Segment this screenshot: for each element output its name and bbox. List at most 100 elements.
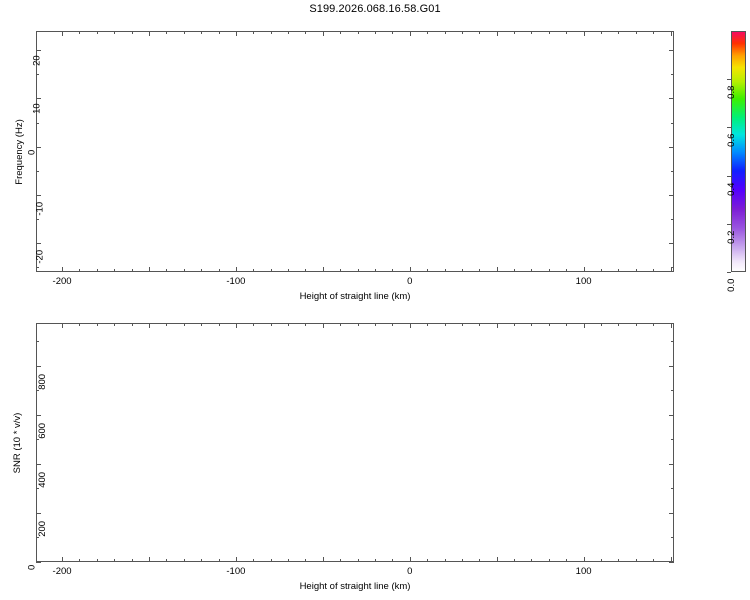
y-tick-label: 0 (26, 564, 38, 570)
x-tick (132, 559, 133, 562)
x-tick (566, 31, 567, 34)
x-tick-label: 100 (575, 566, 592, 577)
x-tick (149, 557, 150, 562)
y-tick (36, 562, 41, 563)
colorbar-frame (731, 31, 746, 272)
x-tick (479, 269, 480, 272)
x-tick (549, 323, 550, 326)
x-tick (479, 559, 480, 562)
x-tick (636, 559, 637, 562)
colorbar-tick-label: 0.4 (726, 182, 738, 196)
x-tick (531, 323, 532, 326)
x-tick (584, 557, 585, 562)
y-tick (669, 50, 674, 51)
x-tick (392, 323, 393, 326)
x-tick (305, 323, 306, 326)
x-tick (479, 323, 480, 326)
y-tick (669, 195, 674, 196)
x-tick (410, 31, 411, 36)
x-tick (514, 323, 515, 326)
x-tick (375, 269, 376, 272)
y-tick (36, 123, 39, 124)
x-tick (375, 559, 376, 562)
y-tick-label: 10 (31, 103, 43, 115)
x-tick (184, 323, 185, 326)
y-tick (671, 74, 674, 75)
y-tick-label: -10 (34, 201, 46, 216)
x-tick (618, 31, 619, 34)
x-tick (671, 31, 672, 36)
x-tick (410, 267, 411, 272)
y-tick-label: 20 (31, 55, 43, 67)
x-tick (462, 31, 463, 34)
x-tick (445, 323, 446, 326)
x-tick (601, 323, 602, 326)
y-tick (36, 219, 39, 220)
spectrogram-yaxis-label: Frequency (Hz) (14, 118, 25, 185)
x-tick (236, 267, 237, 272)
x-tick (653, 559, 654, 562)
x-tick (149, 31, 150, 36)
y-tick-label: 400 (36, 471, 48, 488)
x-tick (671, 323, 672, 328)
x-tick (201, 559, 202, 562)
colorbar-tick-label: 0.6 (726, 133, 738, 147)
x-tick (462, 559, 463, 562)
x-tick (271, 323, 272, 326)
x-tick (166, 323, 167, 326)
x-tick (427, 559, 428, 562)
x-tick (201, 269, 202, 272)
y-tick (669, 147, 674, 148)
x-tick (340, 269, 341, 272)
colorbar-gradient (731, 31, 746, 272)
x-tick (549, 31, 550, 34)
x-tick (340, 559, 341, 562)
x-tick (132, 31, 133, 34)
x-tick (497, 557, 498, 562)
y-tick (36, 243, 41, 244)
x-tick (62, 267, 63, 272)
x-tick (201, 323, 202, 326)
y-tick (36, 415, 41, 416)
x-tick (392, 31, 393, 34)
x-tick (288, 323, 289, 326)
y-tick (669, 415, 674, 416)
x-tick (653, 269, 654, 272)
x-tick (358, 559, 359, 562)
x-tick (671, 267, 672, 272)
colorbar-tick (727, 272, 731, 273)
colorbar-tick-label: 0.0 (726, 278, 738, 292)
spectrogram-xaxis-label: Height of straight line (km) (299, 291, 411, 302)
y-tick (36, 390, 39, 391)
x-tick (114, 269, 115, 272)
x-tick (323, 557, 324, 562)
y-tick-label: -20 (34, 249, 46, 264)
x-tick (358, 323, 359, 326)
y-tick (36, 366, 41, 367)
x-tick (132, 269, 133, 272)
y-tick (669, 464, 674, 465)
x-tick (305, 269, 306, 272)
x-tick (79, 323, 80, 326)
x-tick (549, 559, 550, 562)
x-tick (514, 269, 515, 272)
y-tick (36, 195, 41, 196)
x-tick-label: -200 (52, 276, 72, 287)
x-tick (288, 269, 289, 272)
x-tick (462, 323, 463, 326)
x-tick (584, 31, 585, 36)
x-tick (219, 559, 220, 562)
x-tick (79, 269, 80, 272)
x-tick (97, 323, 98, 326)
x-tick (166, 269, 167, 272)
x-tick (305, 31, 306, 34)
x-tick (288, 559, 289, 562)
x-tick (531, 31, 532, 34)
x-tick (392, 559, 393, 562)
x-tick (97, 269, 98, 272)
y-tick (669, 562, 674, 563)
y-tick (36, 171, 39, 172)
x-tick (184, 559, 185, 562)
y-tick (671, 171, 674, 172)
x-tick-label: -100 (226, 566, 246, 577)
